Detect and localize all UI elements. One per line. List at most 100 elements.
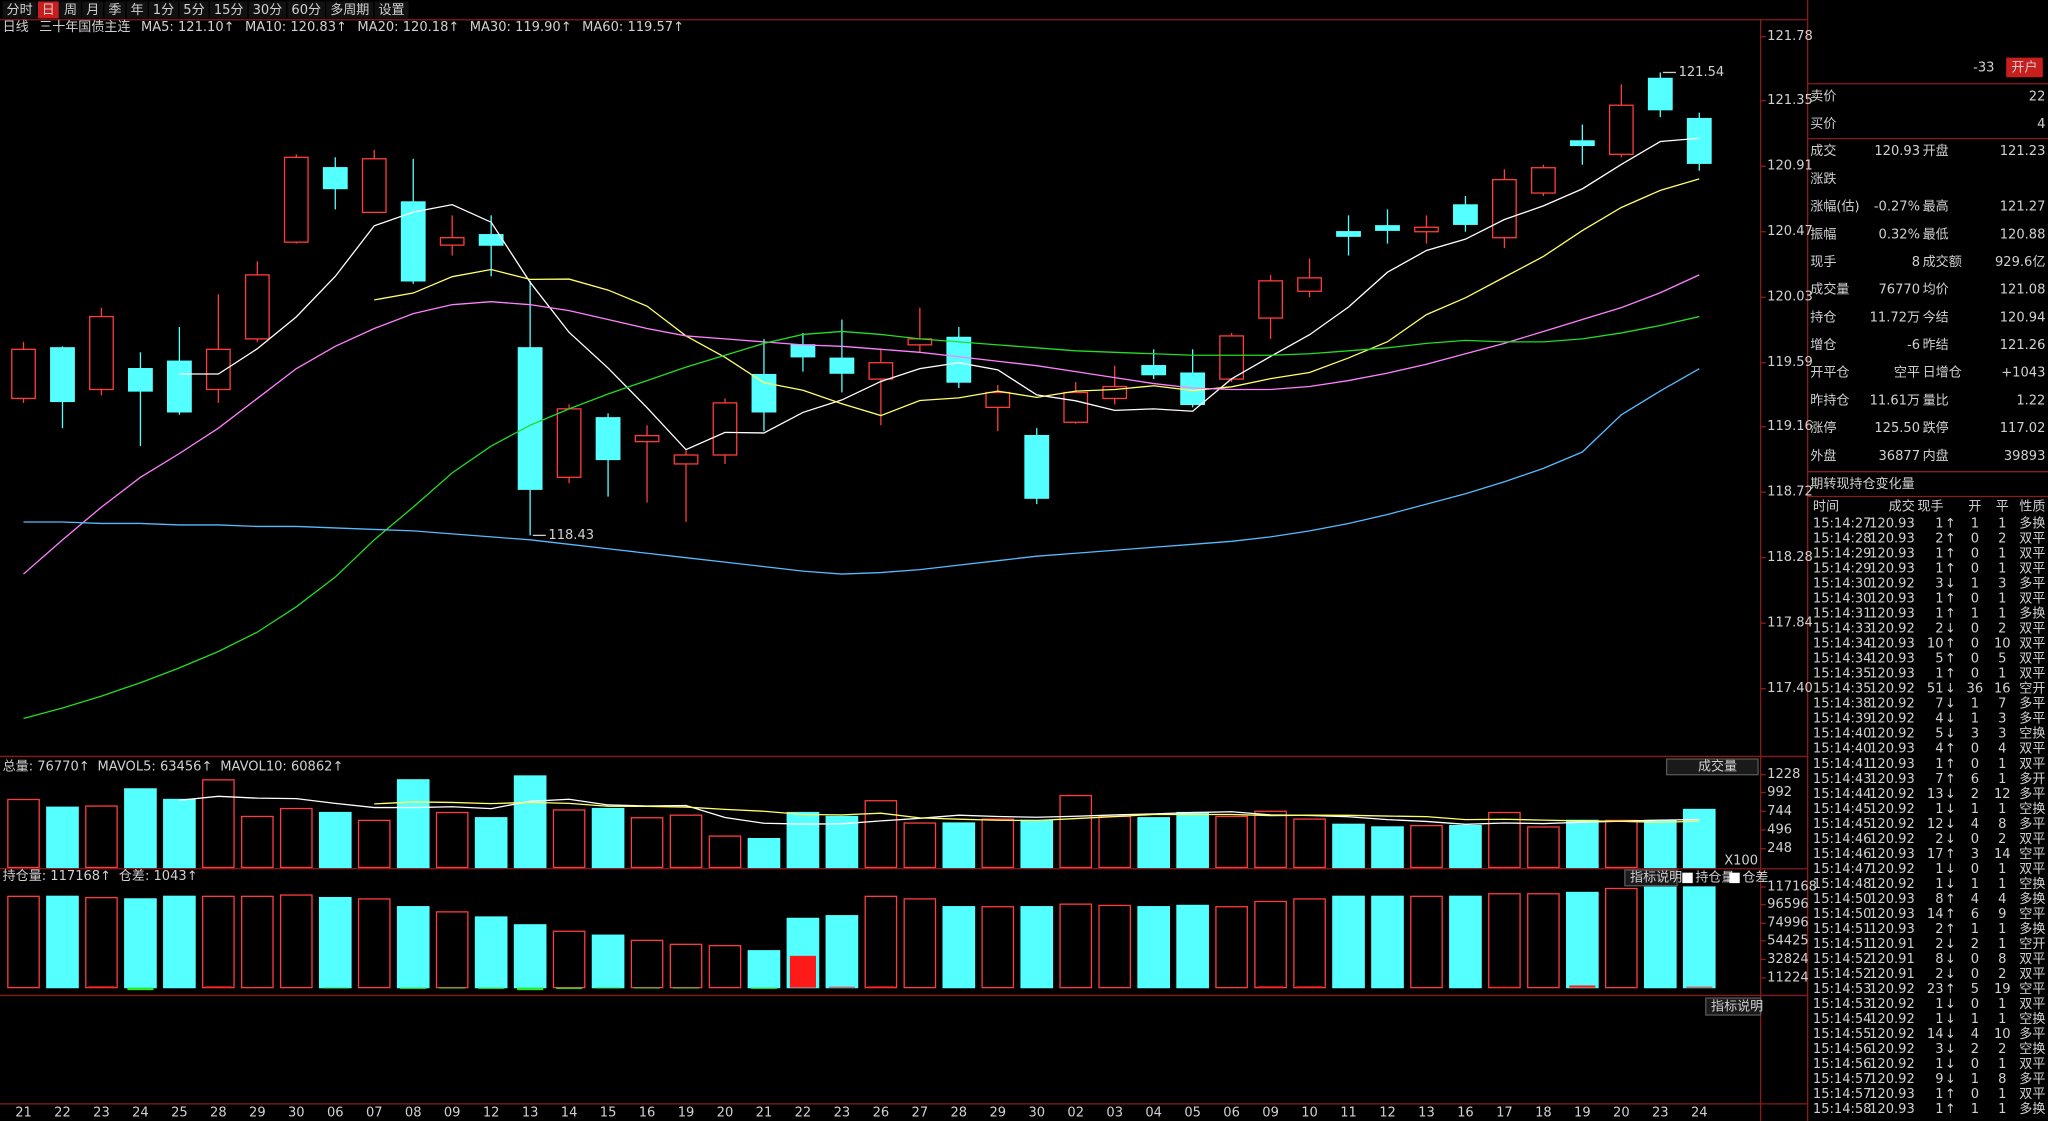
trade-close: 8 (1998, 952, 2006, 967)
toolbar-tab[interactable]: 季 (108, 3, 121, 18)
toolbar-tab-bg[interactable] (104, 1, 126, 19)
trade-type: 双平 (2019, 1087, 2045, 1102)
toolbar-tab-bg[interactable] (179, 1, 209, 19)
toolbar-tab-bg[interactable] (374, 1, 409, 19)
trade-close: 1 (1998, 862, 2006, 877)
toolbar-tab-bg[interactable] (37, 1, 59, 19)
toolbar-tab-bg[interactable] (326, 1, 374, 19)
toolbar-tab-bg[interactable] (126, 1, 148, 19)
quote-value: 76770 (1878, 283, 1920, 298)
toolbar-tab-bg[interactable] (209, 1, 248, 19)
trade-direction: ↓ (1945, 1012, 1956, 1027)
indicator-help-button[interactable] (1705, 997, 1762, 1016)
candle-body (166, 360, 192, 413)
trade-time: 15:14:43 (1813, 772, 1872, 787)
trade-type: 空换 (2019, 1012, 2045, 1027)
toolbar-tab[interactable]: 15分 (214, 3, 244, 18)
oi-change-bar (1296, 986, 1323, 988)
candle-body (673, 454, 699, 465)
trade-time: 15:14:50 (1813, 892, 1872, 907)
trades-title: 期转现持仓变化量 (1810, 476, 1914, 492)
toolbar-tab-bg[interactable] (60, 1, 81, 19)
toolbar-tab[interactable]: 设置 (379, 3, 405, 18)
candle-body (1492, 178, 1517, 239)
trade-open: 2 (1971, 937, 1979, 952)
oi-bar (942, 906, 976, 989)
candle-body (985, 391, 1011, 409)
oi-bar (552, 930, 586, 989)
open-account-button[interactable] (2006, 57, 2043, 78)
trade-time: 15:14:27 (1813, 516, 1872, 531)
oi-bar (396, 906, 430, 989)
trade-time: 15:14:28 (1813, 531, 1872, 546)
ma-legend: MA10: 120.83↑ (245, 20, 347, 35)
oi-change-bar (633, 987, 661, 989)
trade-type: 双平 (2019, 667, 2045, 682)
trade-volume: 10 (1927, 637, 1944, 652)
x-tick-label: 28 (951, 1105, 968, 1120)
checkbox-label[interactable]: 持仓量 (1695, 870, 1734, 885)
checkbox[interactable] (1682, 872, 1693, 884)
price-tick-label: 121.78 (1767, 29, 1813, 44)
trade-close: 3 (1998, 727, 2006, 742)
indicator-selector-label[interactable]: 成交量 (1698, 758, 1737, 774)
quote-label: 涨幅(估) (1810, 200, 1859, 215)
toolbar-tab-bg[interactable] (82, 1, 104, 19)
quote-label: 内盘 (1923, 448, 1949, 464)
trade-direction: ↑ (1945, 652, 1956, 667)
trade-time: 15:14:31 (1813, 607, 1872, 622)
oi-bar (1176, 904, 1209, 989)
trade-volume: 3 (1935, 1042, 1943, 1057)
trade-volume: 1 (1935, 1012, 1943, 1027)
trade-price: 120.92 (1869, 997, 1915, 1012)
trade-type: 双平 (2019, 952, 2045, 967)
volume-bar (1643, 819, 1677, 869)
toolbar-tab-bg[interactable] (148, 1, 179, 19)
candle-body (1530, 167, 1556, 194)
toolbar-tab[interactable]: 5分 (183, 3, 204, 18)
trade-close: 1 (1998, 516, 2006, 531)
trade-direction: ↓ (1945, 682, 1956, 697)
indicator-help-button[interactable] (1624, 869, 1678, 887)
quote-value: 22 (2029, 89, 2046, 104)
toolbar-tab[interactable]: 年 (131, 3, 144, 18)
quote-value: 120.88 (2000, 227, 2046, 242)
volume-bar (1527, 826, 1560, 869)
mavol-line (179, 795, 1700, 825)
volume-bar (1449, 824, 1482, 869)
checkbox[interactable] (1729, 872, 1740, 884)
trade-direction: ↑ (1945, 516, 1956, 531)
volume-bar (1410, 824, 1443, 869)
trade-volume: 1 (1935, 592, 1943, 607)
checkbox-label[interactable]: 仓差 (1742, 870, 1768, 885)
toolbar-tab[interactable]: 月 (86, 3, 99, 18)
trade-price: 120.92 (1869, 1042, 1915, 1057)
x-tick-label: 10 (1301, 1105, 1318, 1120)
indicator-help-label[interactable]: 指标说明 (1711, 1000, 1763, 1015)
trade-close: 4 (1998, 892, 2006, 907)
volume-bar (1215, 815, 1248, 869)
ma-line (23, 368, 1700, 575)
toolbar-tab[interactable]: 30分 (253, 3, 283, 18)
toolbar-tab[interactable]: 分时 (7, 3, 33, 18)
quote-label: 昨结 (1923, 338, 1949, 353)
trade-volume: 1 (1935, 1087, 1943, 1102)
indicator-help-label[interactable]: 指标说明 (1630, 870, 1682, 885)
toolbar-tab-bg[interactable] (248, 1, 287, 19)
toolbar-tab-bg[interactable] (2, 1, 37, 19)
open-account-label[interactable]: 开户 (2011, 60, 2037, 76)
toolbar-tab[interactable]: 1分 (153, 3, 174, 18)
quote-label: 成交量 (1810, 282, 1849, 298)
trade-volume: 7 (1935, 697, 1943, 712)
trade-price: 120.93 (1869, 667, 1915, 682)
trade-time: 15:14:33 (1813, 622, 1872, 637)
toolbar-tab[interactable]: 60分 (291, 3, 321, 18)
toolbar-tab[interactable]: 日 (42, 3, 55, 18)
toolbar-tab[interactable]: 多周期 (330, 2, 369, 18)
toolbar-tab-bg[interactable] (287, 1, 325, 19)
trade-volume: 14 (1927, 1027, 1944, 1042)
quote-value: -6 (1907, 338, 1920, 353)
indicator-selector[interactable] (1665, 758, 1759, 776)
toolbar-tab[interactable]: 周 (64, 3, 77, 18)
trade-open: 1 (1971, 802, 1979, 817)
